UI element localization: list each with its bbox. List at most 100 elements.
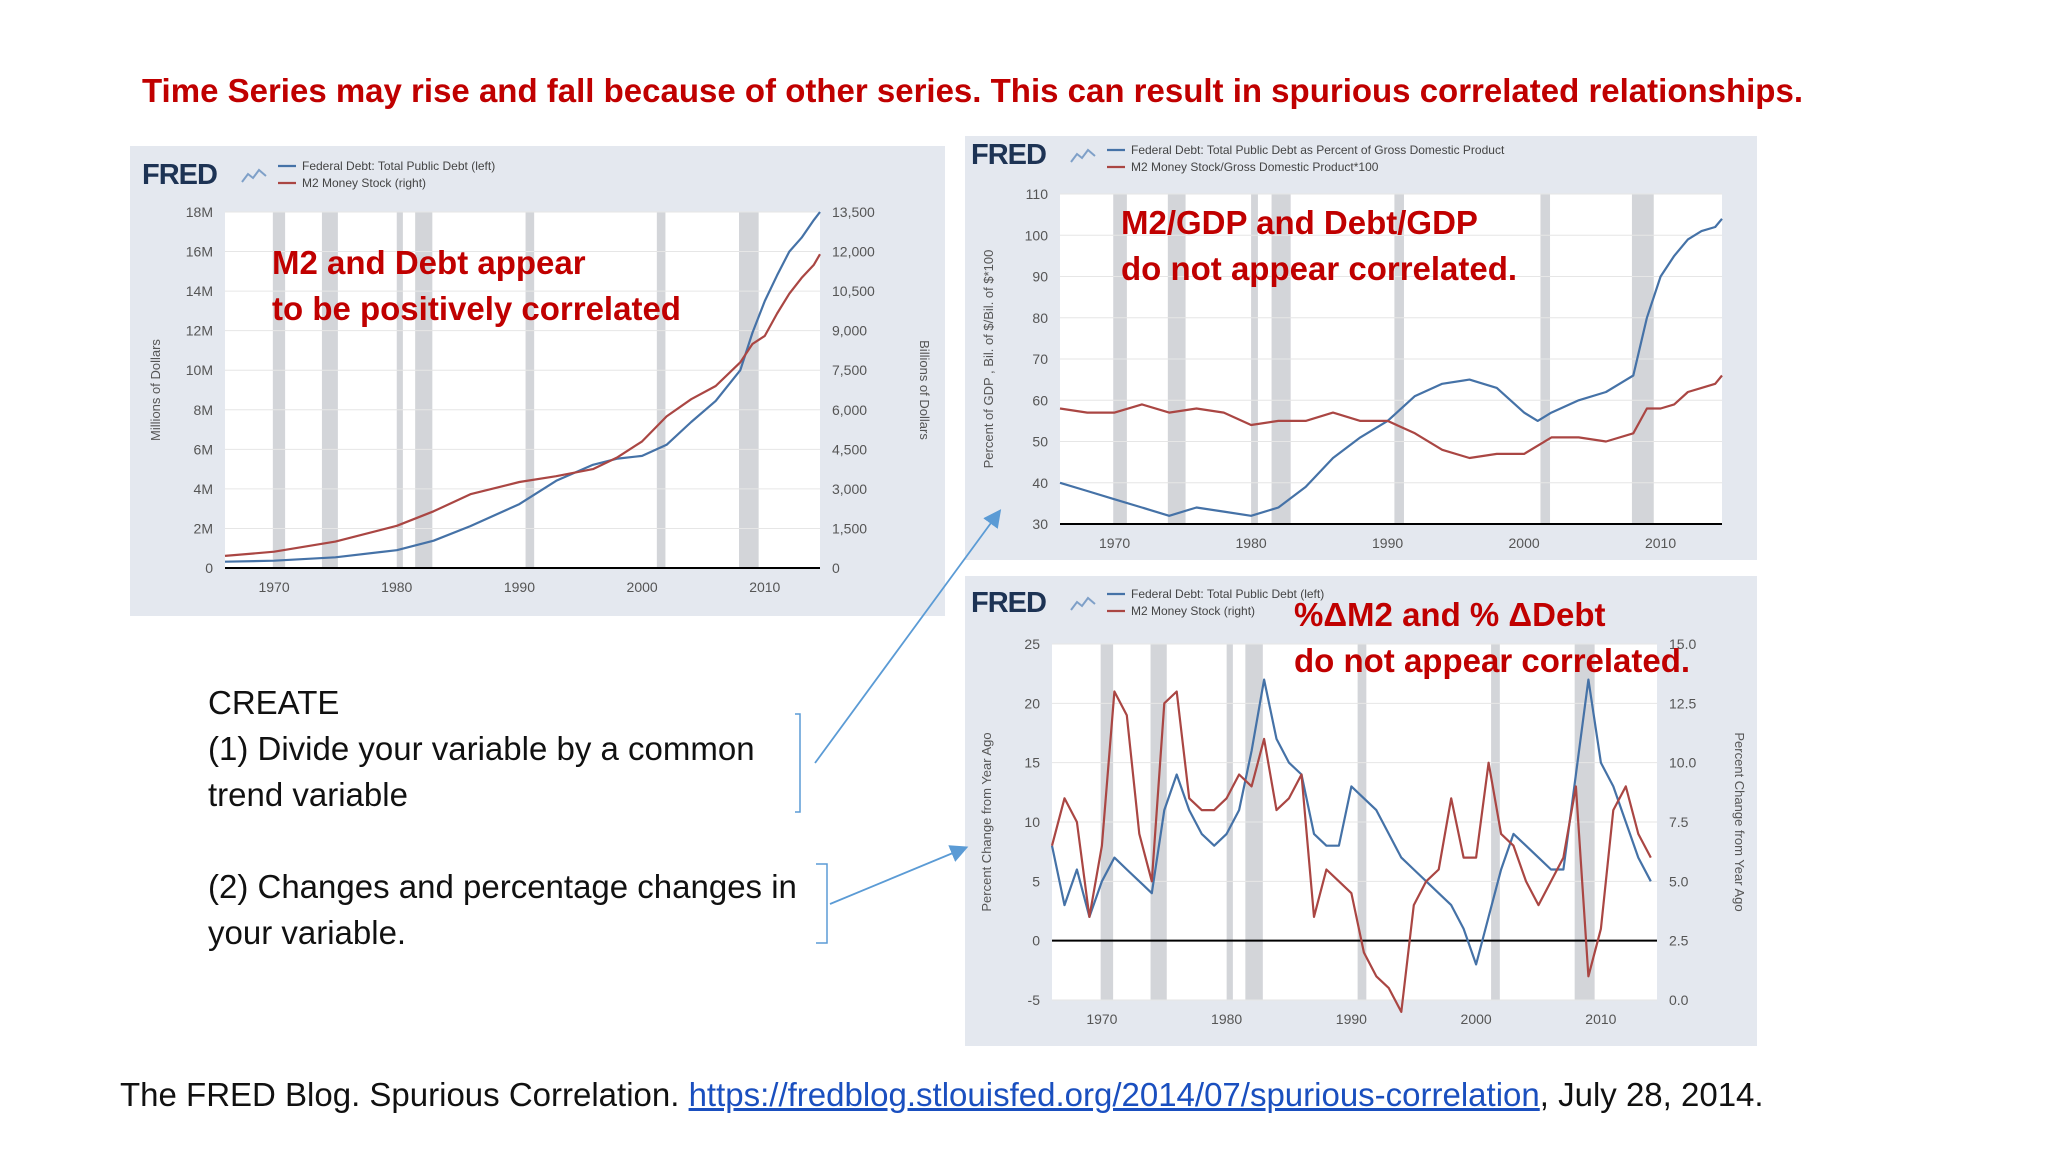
citation-link[interactable]: https://fredblog.stlouisfed.org/2014/07/…: [688, 1076, 1540, 1113]
x-tick-label: 2000: [627, 579, 658, 595]
y2-tick-label: 15.0: [1669, 636, 1696, 652]
annotation-chart1-line2: to be positively correlated: [272, 290, 681, 327]
y-tick-label: 110: [1026, 186, 1049, 202]
y-tick-label: 0: [205, 560, 213, 576]
y2-tick-label: 1,500: [832, 520, 867, 536]
y2-tick-label: 2.5: [1669, 933, 1689, 949]
recession-band: [321, 212, 338, 568]
y-tick-label: -5: [1028, 992, 1041, 1008]
arrow-to-pct-change-chart: [829, 845, 969, 905]
create-item2-line2: your variable.: [208, 914, 407, 951]
legend-label: M2 Money Stock (right): [302, 176, 426, 190]
fred-logo-graph-icon: [1070, 148, 1096, 163]
y2-tick-label: 3,000: [832, 481, 867, 497]
y-tick-label: 10: [1024, 814, 1040, 830]
legend-label: M2 Money Stock (right): [1131, 604, 1255, 618]
y2-tick-label: 4,500: [832, 441, 867, 457]
legend-label: M2 Money Stock/Gross Domestic Product*10…: [1131, 160, 1379, 174]
recession-band: [739, 212, 759, 568]
chart-percent-change: -5 0 5 10 15 20 25 0.0 2.5 5.0 7.5 10.0 12.5 15.0 1970…: [971, 587, 1747, 1027]
recession-band: [525, 212, 535, 568]
y-tick-label: 6M: [194, 441, 213, 457]
series-line-blue: [224, 211, 821, 563]
x-tick-label: 1980: [1211, 1011, 1242, 1027]
recession-band: [415, 212, 433, 568]
x-tick-label: 1970: [1086, 1011, 1117, 1027]
x-tick-label: 2010: [1585, 1011, 1616, 1027]
annotation-chart3-line1: %ΔM2 and % ΔDebt: [1294, 596, 1606, 633]
y2-tick-label: 7.5: [1669, 814, 1689, 830]
fred-logo: FRED: [142, 159, 217, 191]
citation: The FRED Blog. Spurious Correlation. htt…: [120, 1076, 1764, 1114]
series-line-blue: [1050, 678, 1652, 966]
create-item1-line1: (1) Divide your variable by a common: [208, 730, 755, 767]
citation-suffix: , July 28, 2014.: [1539, 1076, 1764, 1113]
y-tick-label: 16M: [186, 244, 213, 260]
series-line-blue: [1059, 218, 1723, 517]
create-item1-line2: trend variable: [208, 776, 408, 813]
x-tick-label: 1990: [1372, 535, 1403, 551]
series-line-red: [1059, 374, 1723, 460]
legend-label: Federal Debt: Total Public Debt (left): [1131, 587, 1324, 601]
y-tick-label: 18M: [186, 204, 213, 220]
chart-panel-pct-change: -5 0 5 10 15 20 25 0.0 2.5 5.0 7.5 10.0 12.5 15.0 1970…: [965, 576, 1757, 1046]
x-tick-label: 2000: [1509, 535, 1540, 551]
y-tick-label: 8M: [194, 402, 213, 418]
y2-tick-label: 12,000: [832, 244, 875, 260]
y-tick-label: 70: [1032, 351, 1048, 367]
x-tick-label: 1980: [381, 579, 412, 595]
y-tick-label: 30: [1032, 516, 1048, 532]
bracket-2: [816, 863, 828, 944]
y2-tick-label: 6,000: [832, 402, 867, 418]
y-tick-label: 20: [1024, 695, 1040, 711]
x-tick-label: 1970: [258, 579, 289, 595]
y2-tick-label: 13,500: [832, 204, 875, 220]
y2-tick-label: 10.0: [1669, 755, 1696, 771]
y-tick-label: 40: [1032, 475, 1048, 491]
citation-prefix: The FRED Blog. Spurious Correlation.: [120, 1076, 689, 1113]
y2-tick-label: 9,000: [832, 323, 867, 339]
annotation-chart2-line2: do not appear correlated.: [1121, 250, 1518, 287]
x-tick-label: 2010: [749, 579, 780, 595]
legend-label: Federal Debt: Total Public Debt (left): [302, 159, 495, 173]
y-tick-label: 100: [1025, 227, 1049, 243]
chart-ratios-to-gdp: 30 40 50 60 70 80 90 100 110 1970 1980 1990 2000 2010…: [971, 139, 1723, 551]
x-tick-label: 1990: [1336, 1011, 1367, 1027]
fred-logo: FRED: [971, 139, 1046, 171]
fred-logo: FRED: [971, 587, 1046, 619]
y-tick-label: 12M: [186, 323, 213, 339]
x-tick-label: 2010: [1645, 535, 1676, 551]
y-axis-title: Percent Change from Year Ago: [979, 732, 994, 911]
headline: Time Series may rise and fall because of…: [142, 72, 1803, 109]
y-tick-label: 4M: [194, 481, 213, 497]
recession-band: [656, 212, 666, 568]
y-tick-label: 50: [1032, 434, 1048, 450]
y-tick-label: 15: [1024, 755, 1040, 771]
annotation-chart1: M2 and Debt appear to be positively corr…: [272, 240, 681, 332]
y-axis-title: Millions of Dollars: [148, 339, 163, 441]
annotation-chart2-line1: M2/GDP and Debt/GDP: [1121, 204, 1478, 241]
x-tick-label: 1980: [1236, 535, 1267, 551]
create-instructions: CREATE (1) Divide your variable by a com…: [208, 680, 797, 956]
chart-panel-ratios: 30 40 50 60 70 80 90 100 110 1970 1980 1990 2000 2010…: [965, 136, 1757, 560]
fred-logo-graph-icon: [1070, 596, 1096, 611]
y2-axis-title: Percent Change from Year Ago: [1732, 732, 1747, 911]
y-tick-label: 80: [1032, 310, 1048, 326]
y2-tick-label: 10,500: [832, 283, 875, 299]
y-tick-label: 5: [1032, 873, 1040, 889]
y2-tick-label: 5.0: [1669, 873, 1689, 889]
chart-panel-debt-m2: 0 2M 4M 6M 8M 10M 12M 14M 16M 18M 0 1,500 3,000 4,500…: [130, 146, 945, 616]
y-tick-label: 0: [1032, 933, 1040, 949]
y-tick-label: 90: [1032, 269, 1048, 285]
fred-logo-graph-icon: [241, 168, 267, 183]
y2-axis-title: Billions of Dollars: [917, 340, 932, 440]
arrow-to-ratio-chart: [814, 509, 1002, 764]
y-tick-label: 60: [1032, 392, 1048, 408]
create-item2-line1: (2) Changes and percentage changes in: [208, 868, 797, 905]
annotation-chart2: M2/GDP and Debt/GDP do not appear correl…: [1121, 200, 1517, 292]
create-title: CREATE: [208, 684, 340, 721]
x-tick-label: 2000: [1461, 1011, 1492, 1027]
annotation-chart3-line2: do not appear correlated.: [1294, 642, 1691, 679]
y2-tick-label: 0.0: [1669, 992, 1689, 1008]
legend-label: Federal Debt: Total Public Debt as Perce…: [1131, 143, 1505, 157]
